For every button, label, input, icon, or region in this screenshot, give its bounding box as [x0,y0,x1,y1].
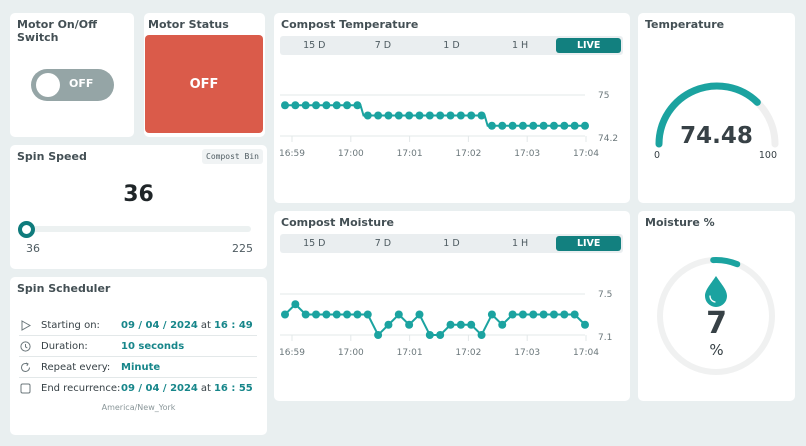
toggle-knob [36,73,60,97]
tab-15d[interactable]: 15 D [303,40,326,51]
compost-moisture-title: Compost Moisture [281,216,394,229]
moisture-gauge-card: Moisture % 7 % [638,211,795,401]
spin-speed-title: Spin Speed [17,150,87,163]
motor-status-indicator: OFF [145,35,263,133]
svg-text:74.2: 74.2 [598,134,618,144]
svg-text:17:02: 17:02 [455,149,481,159]
end-date[interactable]: 09 / 04 / 2024 [121,383,198,394]
compost-temperature-card: Compost Temperature 15 D 7 D 1 D 1 H LIV… [274,13,630,203]
start-time[interactable]: 16 : 49 [213,319,253,331]
end-time[interactable]: 16 : 55 [213,383,253,394]
spin-speed-card: Spin Speed Compost Bin 36 36 225 [10,145,267,269]
tab-1h[interactable]: 1 H [511,238,529,249]
svg-text:16:59: 16:59 [279,149,305,159]
spin-scheduler-card: Spin Scheduler Starting on: 09 / 04 / 20… [10,277,267,435]
motor-status-value: OFF [189,76,219,92]
schedule-repeat-row[interactable]: Repeat every: Minute [19,357,257,378]
repeat-value[interactable]: Minute [121,361,161,373]
duration-value[interactable]: 10 seconds [121,340,185,352]
svg-text:17:04: 17:04 [573,149,599,159]
temperature-gauge-card: Temperature 74.48 0 100 [638,13,795,203]
water-drop-icon [705,276,727,307]
motor-switch-card: Motor On/Off Switch OFF [10,13,134,137]
compost-temperature-title: Compost Temperature [281,18,419,31]
svg-text:17:03: 17:03 [514,149,540,159]
gauge-min-label: 0 [654,150,661,161]
tab-7d[interactable]: 7 D [374,40,392,51]
checkbox-icon[interactable] [19,383,31,395]
motor-status-card: Motor Status OFF [144,13,265,137]
svg-text:75: 75 [598,91,609,101]
tab-15d[interactable]: 15 D [303,238,326,249]
svg-text:17:00: 17:00 [338,348,364,358]
play-icon [19,319,31,331]
svg-text:17:00: 17:00 [338,149,364,159]
tab-live[interactable]: LIVE [556,236,621,251]
spin-speed-value: 36 [123,182,154,207]
toggle-state-label: OFF [69,77,94,90]
moisture-gauge-ring [657,257,775,375]
tab-1d[interactable]: 1 D [443,238,460,249]
temperature-line-chart[interactable]: 75 74.2 16:59 17:00 17:01 17:02 17:03 17:04 [274,13,630,203]
motor-toggle-switch[interactable]: OFF [31,69,114,101]
moisture-gauge-unit: % [709,341,724,359]
svg-text:16:59: 16:59 [279,348,305,358]
slider-max-label: 225 [232,242,253,255]
schedule-end-row[interactable]: End recurrence: 09 / 04 / 2024 at 16 : 5… [19,378,257,399]
spin-speed-slider-thumb[interactable] [18,221,35,238]
end-label: End recurrence: [41,383,121,394]
start-at: at [200,319,211,331]
tab-1d[interactable]: 1 D [443,40,460,51]
slider-min-label: 36 [26,242,40,255]
svg-text:7.1: 7.1 [598,333,612,343]
moisture-gauge-value: 7 [706,306,727,341]
spin-speed-slider-track[interactable] [28,226,251,232]
tab-live[interactable]: LIVE [556,38,621,53]
tab-7d[interactable]: 7 D [374,238,392,249]
svg-text:7.5: 7.5 [598,290,612,300]
device-tag: Compost Bin [202,149,263,164]
motor-status-title: Motor Status [148,18,229,31]
scheduler-title: Spin Scheduler [17,282,111,295]
clock-icon [19,340,31,352]
schedule-duration-row[interactable]: Duration: 10 seconds [19,336,257,357]
time-range-tabs: 15 D 7 D 1 D 1 H LIVE [280,234,623,253]
repeat-icon [19,361,31,373]
temperature-gauge-title: Temperature [645,18,725,31]
svg-text:17:03: 17:03 [514,348,540,358]
repeat-label: Repeat every: [41,361,111,373]
timezone-label: America/New_York [101,403,176,412]
temperature-gauge-arc [655,82,779,148]
tab-1h[interactable]: 1 H [511,40,529,51]
svg-text:17:01: 17:01 [397,348,423,358]
compost-moisture-card: Compost Moisture 15 D 7 D 1 D 1 H LIVE 7… [274,211,630,401]
motor-switch-title: Motor On/Off Switch [17,18,98,44]
gauge-max-label: 100 [758,150,777,161]
moisture-gauge-title: Moisture % [645,216,715,229]
schedule-start-row[interactable]: Starting on: 09 / 04 / 2024 at 16 : 49 [19,315,257,336]
duration-label: Duration: [41,340,88,352]
moisture-line-chart[interactable]: 7.5 7.1 16:59 17:00 17:01 17:02 17:03 17:04 [274,211,630,401]
svg-text:17:04: 17:04 [573,348,599,358]
start-date[interactable]: 09 / 04 / 2024 [121,319,198,331]
svg-text:17:01: 17:01 [397,149,423,159]
svg-text:17:02: 17:02 [455,348,481,358]
temperature-gauge-value: 74.48 [680,123,753,149]
time-range-tabs: 15 D 7 D 1 D 1 H LIVE [280,36,623,55]
end-at: at [200,383,211,394]
start-label: Starting on: [41,319,100,331]
